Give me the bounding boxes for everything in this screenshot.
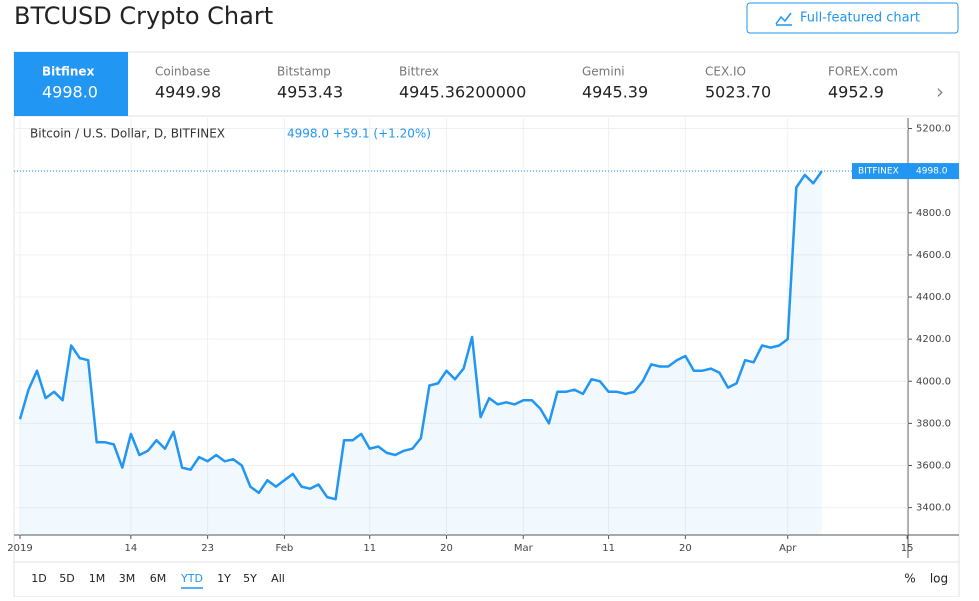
last-price-tag: [852, 163, 959, 180]
tab-price[interactable]: 4998.0: [42, 83, 98, 102]
tab-price[interactable]: 4952.9: [828, 83, 884, 102]
range-button[interactable]: 5Y: [243, 572, 257, 585]
y-tick-label: 4000.0: [916, 376, 951, 387]
tab-price[interactable]: 4945.36200000: [399, 83, 526, 102]
x-tick-label: 14: [125, 543, 138, 554]
y-tick-label: 4800.0: [916, 208, 951, 219]
tab-name[interactable]: CEX.IO: [705, 65, 746, 79]
area: [20, 171, 822, 535]
tab-price[interactable]: 5023.70: [705, 83, 771, 102]
widget: [13, 51, 960, 598]
chart: 3400.0 3600.0 3800.0 4000.0 4200.0 4400.0 4600…: [7, 118, 959, 554]
x-tick-label: 23: [201, 543, 214, 554]
y-tick-label: 3600.0: [916, 461, 951, 472]
range-button[interactable]: 5D: [59, 572, 74, 585]
range-button[interactable]: 1D: [31, 572, 46, 585]
range-button[interactable]: 6M: [150, 572, 167, 585]
chart-title: Bitcoin / U.S. Dollar, D, BITFINEX: [30, 127, 225, 141]
tab-name[interactable]: Bittrex: [399, 65, 439, 79]
x-tick-label: Feb: [276, 543, 294, 554]
y-tick-label: 4600.0: [916, 250, 951, 261]
page-title: BTCUSD Crypto Chart: [14, 2, 273, 30]
range-button[interactable]: All: [271, 572, 285, 585]
x-tick-label: 20: [679, 543, 692, 554]
chart-quote: 4998.0 +59.1 (+1.20%): [287, 127, 431, 141]
last-price-exchange: BITFINEX: [858, 167, 899, 177]
range-button[interactable]: 1M: [89, 572, 106, 585]
y-tick-label: 4200.0: [916, 334, 951, 345]
x-tick-label: 20: [440, 543, 453, 554]
y-tick-label: 3800.0: [916, 418, 951, 429]
x-tick-label: 11: [602, 543, 615, 554]
tab-name[interactable]: Bitstamp: [277, 65, 331, 79]
chart-icon: [775, 12, 792, 26]
tab-price[interactable]: 4953.43: [277, 83, 343, 102]
tab-name[interactable]: Coinbase: [155, 65, 210, 79]
range-button[interactable]: YTD: [180, 572, 203, 585]
x-tick-label: Apr: [779, 543, 797, 554]
price-line: [18, 170, 823, 501]
full-chart-button[interactable]: [746, 2, 959, 34]
x-tick-label: 15: [901, 543, 914, 554]
x-tick-label: Mar: [514, 543, 534, 554]
last-price-label: 4998.0: [916, 167, 948, 177]
x-tick-label: 2019: [7, 543, 32, 554]
x-tick-label: 11: [363, 543, 376, 554]
percent-button[interactable]: %: [904, 572, 915, 586]
tab-name[interactable]: FOREX.com: [828, 65, 898, 79]
y-tick-label: 4400.0: [916, 292, 951, 303]
y-tick-label: 5200.0: [916, 124, 951, 135]
tab-active-bg[interactable]: [14, 52, 128, 116]
tab-price[interactable]: 4945.39: [582, 83, 648, 102]
tab-name[interactable]: Bitfinex: [42, 65, 95, 79]
y-tick-label: 3400.0: [916, 503, 951, 514]
range-button[interactable]: 3M: [119, 572, 136, 585]
log-button[interactable]: log: [930, 572, 948, 586]
range-button[interactable]: 1Y: [217, 572, 231, 585]
tab-price[interactable]: 4949.98: [155, 83, 221, 102]
full-chart-label: Full-featured chart: [800, 11, 920, 26]
tab-name[interactable]: Gemini: [582, 65, 625, 79]
tabs-next[interactable]: ›: [936, 80, 944, 104]
